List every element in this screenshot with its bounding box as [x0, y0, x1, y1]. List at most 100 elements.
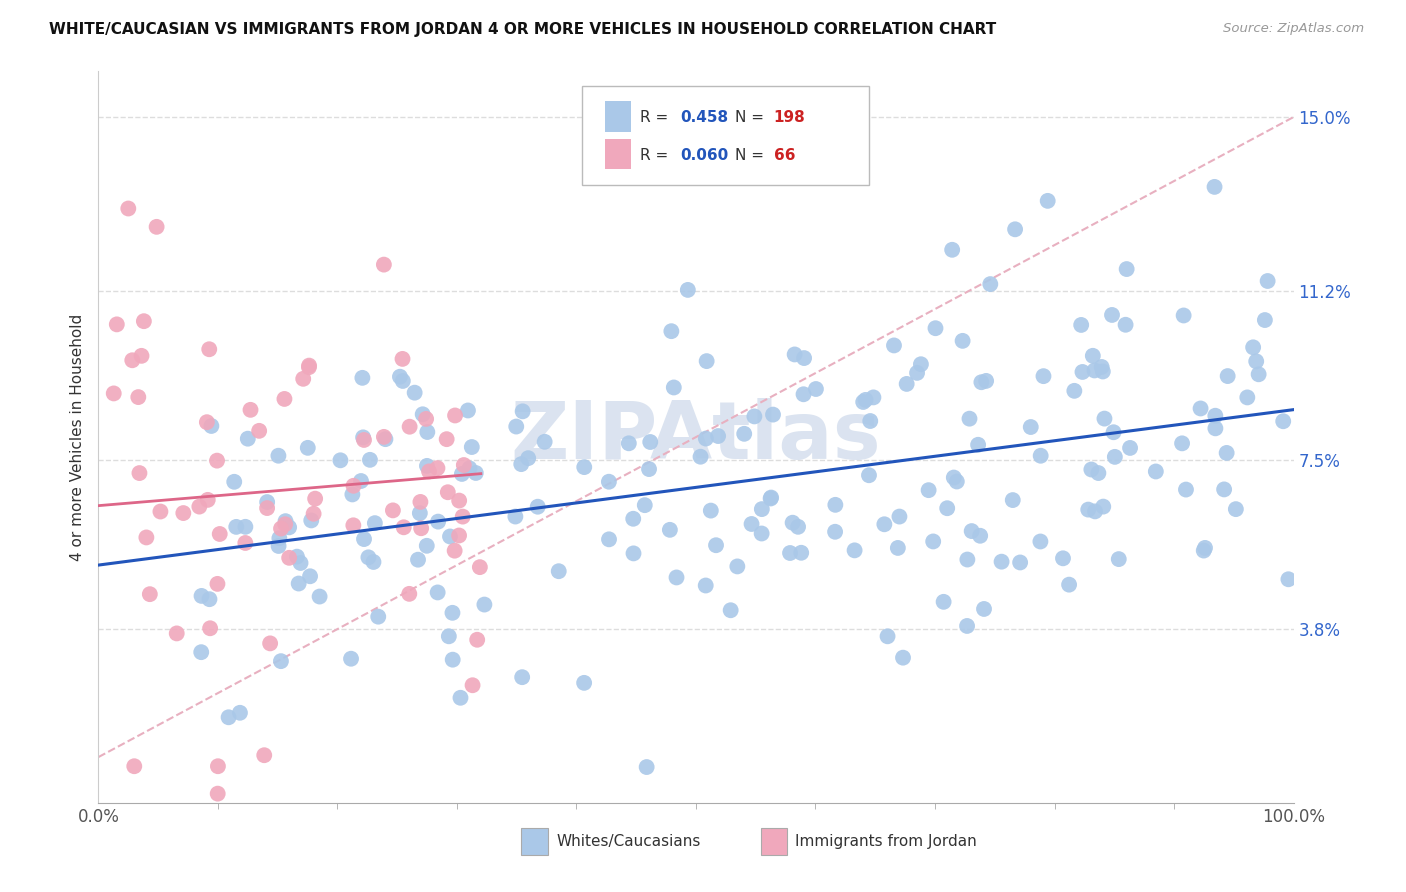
Point [526, 500, 548, 514]
Point [437, 629, 460, 643]
Point [1087, 466, 1109, 480]
Point [617, 436, 640, 450]
Point [792, 387, 814, 401]
Point [696, 354, 718, 368]
Point [239, 402, 262, 417]
Point [267, 539, 290, 553]
Point [956, 619, 979, 633]
Point [1019, 420, 1042, 434]
Point [359, 453, 381, 467]
Point [145, 219, 167, 234]
Point [292, 372, 315, 386]
Point [967, 438, 990, 452]
Point [453, 458, 475, 472]
Point [363, 555, 385, 569]
Point [1241, 340, 1264, 354]
Point [700, 503, 723, 517]
Point [135, 531, 157, 545]
Point [352, 371, 374, 385]
Point [329, 453, 352, 467]
Point [1225, 502, 1247, 516]
Point [297, 441, 319, 455]
Point [256, 501, 278, 516]
Point [103, 386, 125, 401]
Point [188, 500, 211, 514]
Point [744, 409, 766, 424]
Point [979, 277, 1001, 291]
Point [124, 759, 146, 773]
Point [665, 570, 688, 584]
Point [364, 516, 387, 530]
Point [149, 504, 172, 518]
Point [547, 564, 569, 578]
Point [1004, 222, 1026, 236]
Point [658, 523, 681, 537]
Point [190, 589, 212, 603]
Point [517, 451, 540, 466]
Point [824, 498, 846, 512]
Point [235, 520, 257, 534]
Point [367, 609, 389, 624]
Point [759, 491, 782, 505]
Point [1189, 401, 1212, 416]
Point [451, 467, 474, 481]
Point [720, 603, 742, 617]
Point [391, 351, 413, 366]
Point [741, 516, 763, 531]
Point [461, 678, 484, 692]
Point [876, 629, 898, 643]
Point [733, 426, 755, 441]
Point [298, 360, 321, 375]
Point [444, 409, 467, 423]
Point [621, 512, 644, 526]
Point [1175, 483, 1198, 497]
Point [308, 590, 330, 604]
Point [662, 380, 685, 394]
Point [273, 392, 295, 406]
Text: WHITE/CAUCASIAN VS IMMIGRANTS FROM JORDAN 4 OR MORE VEHICLES IN HOUSEHOLD CORREL: WHITE/CAUCASIAN VS IMMIGRANTS FROM JORDA… [49, 22, 997, 37]
Point [1171, 436, 1194, 450]
Point [117, 202, 139, 216]
Point [416, 539, 439, 553]
Point [636, 760, 658, 774]
Point [960, 524, 983, 538]
Text: N =: N = [735, 148, 765, 163]
Point [1052, 551, 1074, 566]
Point [299, 513, 322, 527]
Point [676, 283, 699, 297]
Point [891, 650, 914, 665]
Point [409, 506, 432, 520]
Point [859, 414, 882, 428]
Point [1244, 354, 1267, 368]
Point [357, 550, 380, 565]
Point [707, 429, 730, 443]
Point [415, 412, 437, 426]
Point [638, 435, 661, 450]
Point [790, 546, 813, 560]
Point [1029, 534, 1052, 549]
Point [1101, 308, 1123, 322]
Point [952, 334, 974, 348]
Point [1115, 262, 1137, 277]
Point [449, 528, 471, 542]
Point [751, 502, 773, 516]
Point [574, 460, 596, 475]
Point [932, 595, 955, 609]
Point [510, 457, 533, 471]
Point [274, 517, 297, 532]
Point [905, 366, 928, 380]
Text: R =: R = [640, 110, 668, 125]
Point [533, 434, 555, 449]
Point [638, 462, 661, 476]
Text: Immigrants from Jordan: Immigrants from Jordan [796, 834, 977, 849]
Point [132, 314, 155, 328]
Point [121, 353, 143, 368]
Point [340, 651, 363, 665]
Point [269, 531, 291, 545]
Point [505, 419, 527, 434]
Point [873, 517, 896, 532]
Point [285, 549, 308, 564]
Point [1091, 359, 1114, 374]
Point [896, 376, 918, 391]
Text: N =: N = [735, 110, 765, 125]
